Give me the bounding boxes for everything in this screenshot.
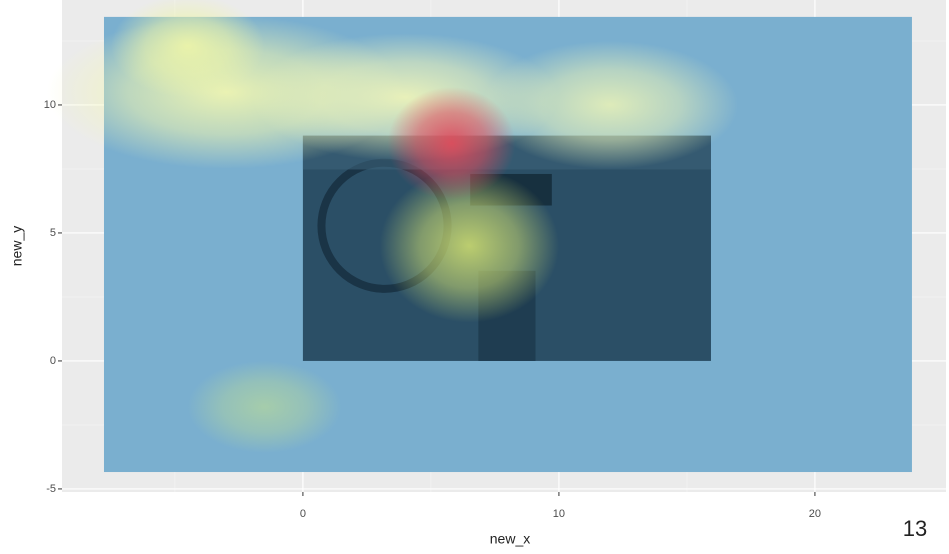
x-tick-label: 10 <box>553 508 565 520</box>
heat-hotspot <box>379 168 559 323</box>
x-tick-label: 0 <box>300 508 306 520</box>
x-tick-label: 20 <box>809 508 821 520</box>
heat-hotspot <box>110 0 265 98</box>
heat-hotspot <box>482 40 739 169</box>
heat-hotspot <box>387 87 516 200</box>
heat-hotspot <box>187 360 342 454</box>
page-number: 13 <box>903 516 927 541</box>
y-tick-label: 0 <box>50 355 56 367</box>
y-tick-label: 5 <box>50 227 56 239</box>
x-axis-title: new_x <box>490 531 530 547</box>
y-tick-label: -5 <box>46 483 56 495</box>
y-tick-label: 10 <box>44 99 56 111</box>
y-axis-title: new_y <box>9 226 25 266</box>
